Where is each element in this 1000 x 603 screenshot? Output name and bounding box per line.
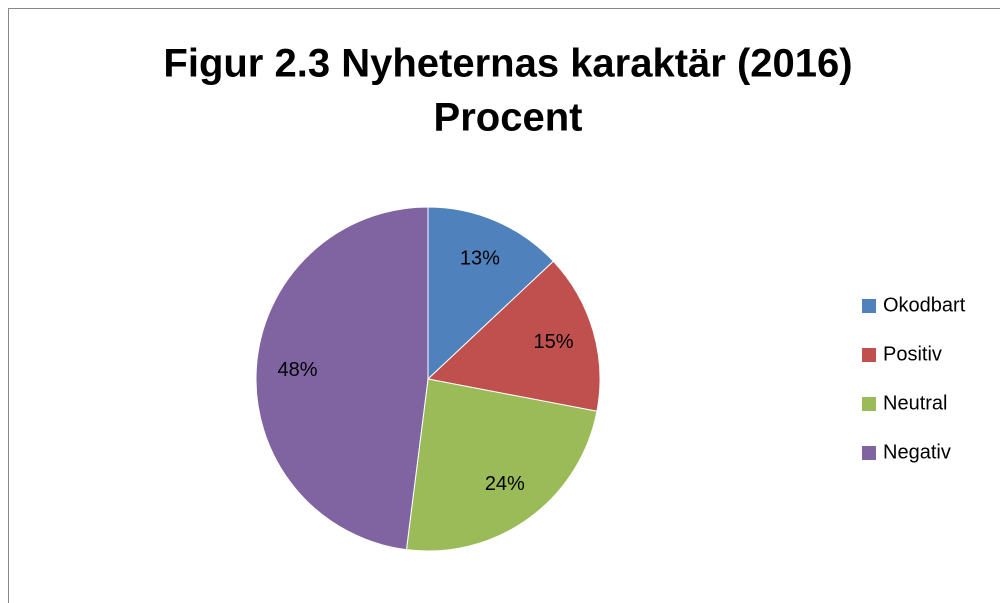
legend-swatch [862,446,876,460]
data-label: 48% [278,359,318,381]
legend-label: Neutral [883,392,947,414]
chart-title: Figur 2.3 Nyheternas karaktär (2016) [163,42,852,86]
data-label: 24% [485,473,525,495]
legend-label: Positiv [883,343,942,365]
data-label: 13% [460,247,500,269]
legend-label: Okodbart [883,294,966,316]
pie-slice [405,378,598,552]
pie-slice [426,260,601,412]
legend-label: Negativ [883,441,951,463]
pie-slice [427,206,555,381]
legend-swatch [862,348,876,362]
data-label: 15% [534,331,574,353]
legend-swatch [862,397,876,411]
chart-subtitle: Procent [434,96,583,140]
legend-swatch [862,299,876,313]
pie-slice [255,206,429,551]
